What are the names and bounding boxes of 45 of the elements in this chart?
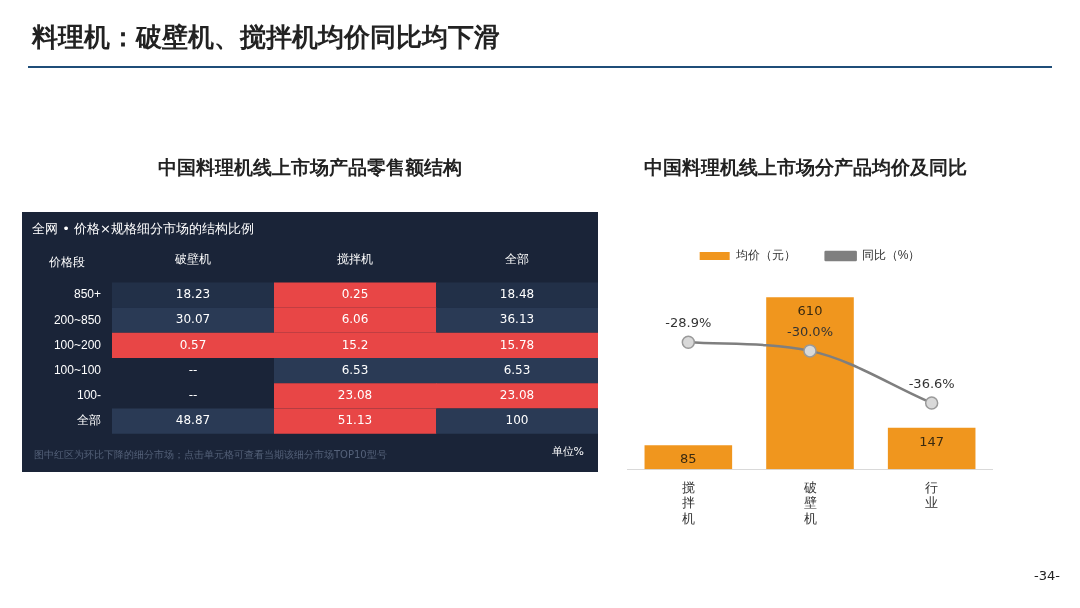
y-tick-label: 100-: [76, 388, 101, 403]
text: 料理机：破壁机、搅拌机均价同比均下滑: [32, 21, 500, 54]
data-label: -30.0%: [787, 323, 833, 339]
y-tick-label: 100~200: [53, 337, 102, 352]
y-tick-label: 850+: [73, 287, 101, 302]
data-label: -28.9%: [665, 315, 712, 331]
x-tick-label: 搅拌机: [337, 251, 373, 266]
y-tick-label: 200~850: [53, 312, 102, 327]
legend-label: 同比（%）: [861, 248, 921, 263]
data-label: 18.23: [175, 287, 211, 302]
data-label: 48.87: [175, 413, 211, 428]
y-axis-title: 价格段: [48, 255, 85, 270]
data-label: 15.78: [499, 337, 535, 352]
text: --: [188, 388, 198, 403]
data-label: 6.53: [341, 362, 369, 377]
data-label: 0.57: [179, 337, 207, 352]
chart-subtitle: 全网 • 价格×规格细分市场的结构比例: [32, 220, 254, 238]
x-tick-label: 行业: [925, 479, 939, 511]
data-label: 23.08: [499, 388, 535, 403]
text: 单位%: [551, 444, 584, 459]
chart-title: 中国料理机线上市场分产品均价及同比: [642, 155, 968, 180]
data-label: 30.07: [175, 312, 211, 327]
data-label: 51.13: [337, 413, 373, 428]
data-label: 23.08: [337, 388, 373, 403]
x-tick-label: 搅拌机: [681, 479, 695, 526]
y-tick-label: 100~100: [53, 363, 102, 378]
data-label: 100: [505, 413, 529, 428]
data-label: 0.25: [341, 287, 369, 302]
data-label: 36.13: [499, 312, 535, 327]
x-tick-label: 破壁机: [802, 479, 817, 526]
legend-label: 均价（元）: [734, 248, 796, 263]
data-label: -36.6%: [908, 375, 955, 391]
data-label: 15.2: [341, 337, 369, 352]
data-label: 85: [680, 451, 697, 467]
y-tick-label: 全部: [77, 413, 101, 428]
x-tick-label: 破壁机: [174, 251, 211, 266]
data-label: 610: [797, 303, 823, 319]
chart-title: 中国料理机线上市场产品零售额结构: [157, 155, 463, 180]
data-label: 147: [919, 433, 945, 449]
text: --: [188, 362, 198, 377]
data-label: 6.53: [503, 362, 531, 377]
x-tick-label: 全部: [505, 251, 529, 266]
data-label: 6.06: [341, 312, 369, 327]
text: -34-: [1034, 568, 1060, 583]
data-label: 18.48: [499, 287, 535, 302]
